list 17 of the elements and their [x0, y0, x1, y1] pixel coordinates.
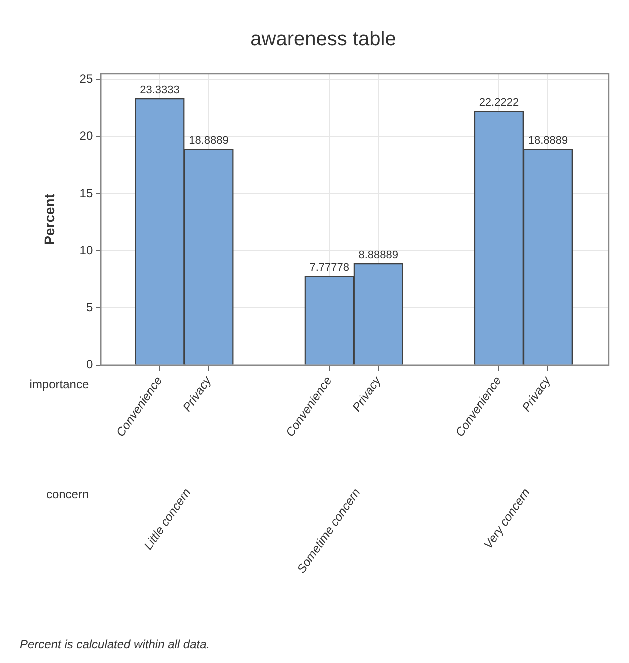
text: concern: [46, 488, 90, 502]
data-label: 18.8889: [189, 135, 229, 148]
data-label: 8.88889: [358, 249, 398, 262]
text: Percent is calculated within all data.: [20, 637, 210, 652]
y-tick-label: 25: [80, 72, 94, 86]
x-axis-title: importance: [30, 378, 90, 392]
data-label: 18.8889: [528, 135, 568, 148]
y-tick-label: 10: [80, 243, 94, 258]
y-tick-label: 5: [86, 300, 94, 315]
chart-title: awareness table: [250, 28, 396, 51]
y-axis-title: Percent: [41, 194, 58, 246]
y-tick-label: 15: [80, 186, 94, 200]
data-label: 7.77778: [310, 262, 350, 274]
data-label: 22.2222: [479, 96, 520, 109]
y-tick-label: 0: [86, 358, 94, 372]
data-label: 23.3333: [140, 84, 180, 96]
y-tick-label: 20: [80, 129, 94, 144]
